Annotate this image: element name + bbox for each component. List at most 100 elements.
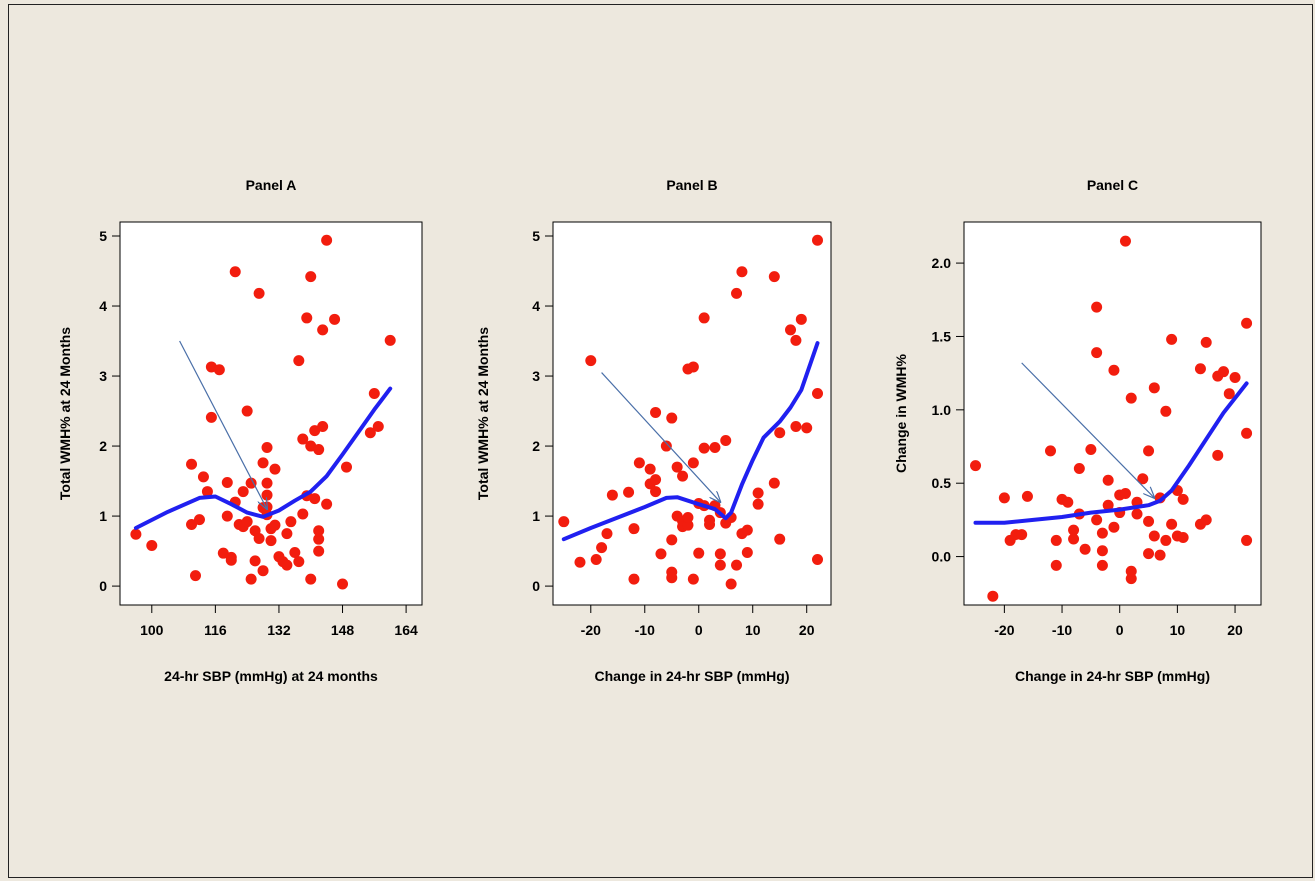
data-point [666, 412, 678, 424]
y-tick-label: 5 [532, 228, 540, 244]
data-point [812, 234, 824, 246]
data-point [281, 528, 293, 540]
data-point [1096, 545, 1108, 557]
data-point [1160, 405, 1172, 417]
data-point [293, 355, 305, 367]
data-point [265, 535, 277, 547]
panel-title: Panel C [1087, 177, 1138, 193]
y-tick-label: 3 [532, 368, 540, 384]
x-tick-label: 132 [267, 622, 291, 638]
data-point [801, 422, 813, 434]
y-tick-label: 3 [99, 368, 107, 384]
data-point [650, 474, 662, 486]
data-point [970, 460, 982, 472]
data-point [329, 313, 341, 325]
data-point [257, 565, 269, 577]
data-point [1194, 363, 1206, 375]
data-point [1177, 531, 1189, 543]
data-point [1068, 533, 1080, 545]
data-point [666, 534, 678, 546]
y-tick-label: 0.5 [932, 475, 952, 491]
x-tick-label: 148 [331, 622, 355, 638]
data-point [650, 406, 662, 418]
data-point [687, 573, 699, 585]
data-point [1212, 449, 1224, 461]
x-axis-label: 24-hr SBP (mmHg) at 24 months [164, 668, 378, 684]
data-point [714, 548, 726, 560]
data-point [812, 388, 824, 400]
data-point [305, 271, 317, 283]
data-point [321, 498, 333, 510]
data-point [384, 334, 396, 346]
data-point [714, 559, 726, 571]
data-point [1091, 301, 1103, 313]
x-tick-label: -20 [581, 622, 601, 638]
y-tick-label: 1 [532, 508, 540, 524]
data-point [812, 553, 824, 565]
data-point [261, 441, 273, 453]
y-tick-label: 0 [99, 578, 107, 594]
data-point [752, 498, 764, 510]
data-point [795, 313, 807, 325]
data-point [590, 553, 602, 565]
data-point [341, 461, 352, 473]
data-point [998, 492, 1010, 504]
x-tick-label: 20 [799, 622, 815, 638]
y-tick-label: 2.0 [932, 255, 952, 271]
data-point [317, 324, 329, 336]
data-point [253, 287, 265, 299]
panel-title: Panel B [666, 177, 717, 193]
data-point [197, 471, 209, 483]
smooth-line [973, 381, 1249, 525]
data-point [1160, 534, 1172, 546]
x-axis-label: Change in 24-hr SBP (mmHg) [595, 668, 790, 684]
data-point [650, 486, 662, 498]
x-tick-label: 0 [695, 622, 703, 638]
data-point [768, 271, 780, 283]
data-point [1154, 549, 1166, 561]
data-point [297, 508, 309, 520]
data-point [1177, 493, 1189, 505]
data-point [790, 334, 802, 346]
data-point [671, 461, 683, 473]
data-point [245, 573, 257, 585]
data-point [1223, 388, 1235, 400]
data-point [698, 442, 710, 454]
x-tick-label: 116 [204, 622, 227, 638]
data-point [987, 590, 999, 602]
x-axis-label: Change in 24-hr SBP (mmHg) [1015, 668, 1210, 684]
data-point [313, 525, 325, 537]
data-point [1166, 518, 1178, 530]
y-tick-label: 0 [532, 578, 540, 594]
data-point [768, 477, 780, 489]
data-point [1137, 473, 1149, 485]
y-tick-label: 0.0 [932, 549, 952, 565]
data-point [317, 420, 329, 432]
panel-title: Panel A [246, 177, 297, 193]
x-tick-label: 10 [745, 622, 761, 638]
data-point [677, 470, 689, 482]
data-point [1148, 382, 1160, 394]
data-point [606, 489, 618, 501]
data-point [741, 546, 753, 558]
data-point [301, 312, 313, 324]
data-point [1229, 372, 1241, 384]
data-point [1021, 490, 1033, 502]
data-point [201, 486, 213, 498]
y-axis-label: Total WMH% at 24 Months [475, 327, 491, 500]
data-point [213, 364, 225, 376]
data-point [1108, 521, 1120, 533]
data-point [693, 547, 705, 559]
annotation-arrow [1021, 362, 1155, 498]
data-point [1200, 514, 1212, 526]
data-point [245, 477, 257, 489]
data-point [596, 542, 608, 554]
data-point [261, 477, 273, 489]
data-point [1068, 524, 1080, 536]
x-tick-label: 100 [140, 622, 164, 638]
data-point [368, 388, 380, 400]
data-point [241, 405, 253, 417]
data-point [1091, 514, 1103, 526]
x-tick-label: -20 [994, 622, 1014, 638]
